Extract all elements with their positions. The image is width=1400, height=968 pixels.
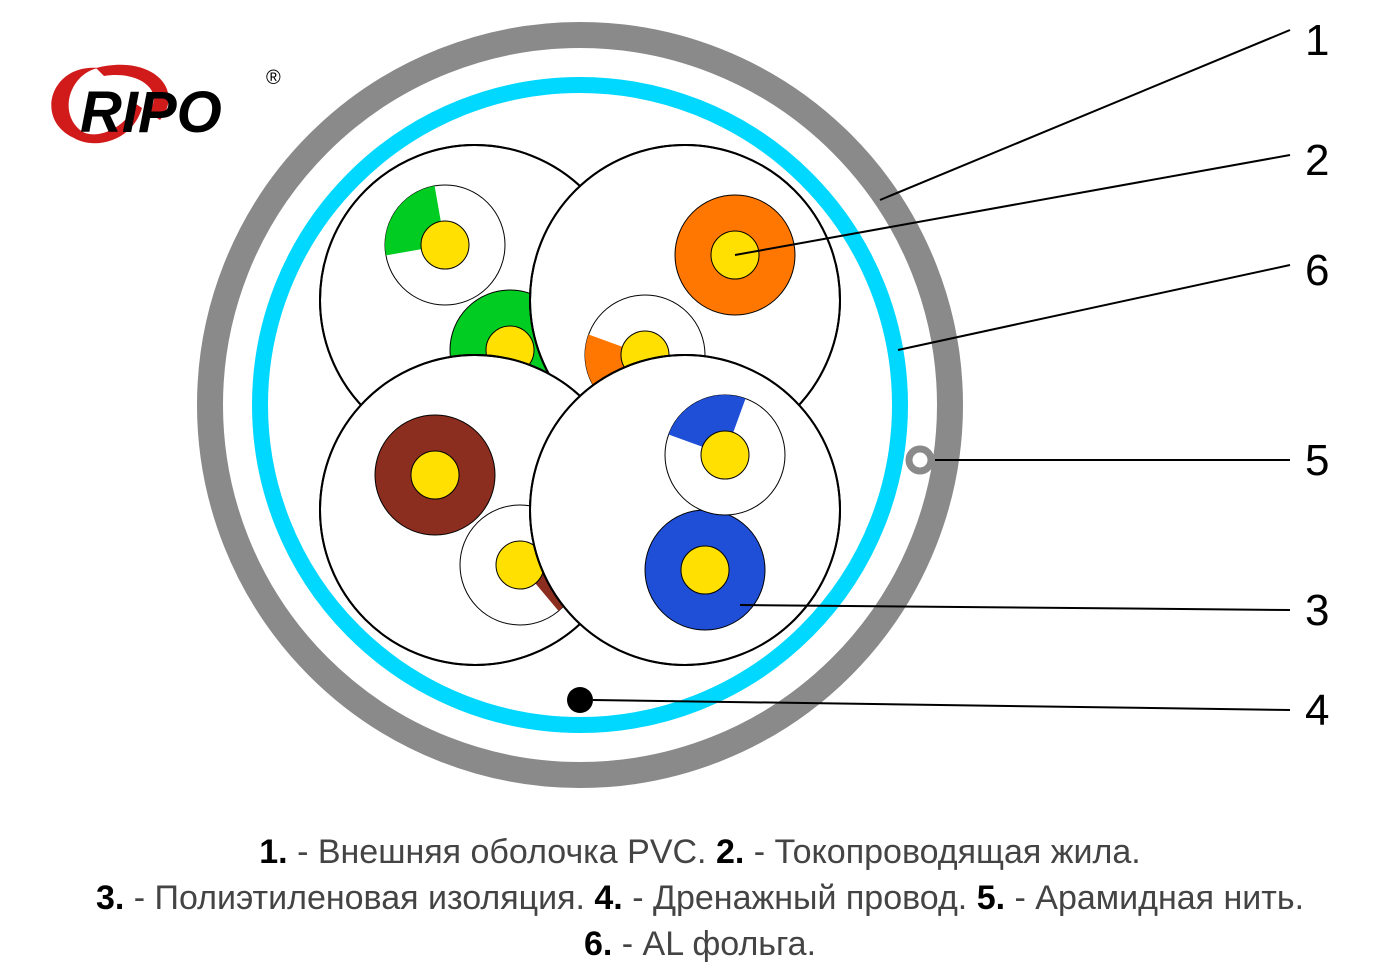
legend-num: 6. [584, 925, 612, 963]
legend-label: - Токопроводящая жила. [744, 833, 1140, 871]
wire-conductor [411, 451, 459, 499]
aramid-thread [909, 449, 931, 471]
legend-num: 4. [594, 879, 622, 917]
legend-label: - Полиэтиленовая изоляция. [124, 879, 594, 917]
callout-line-2 [735, 155, 1290, 255]
logo-registered: ® [266, 67, 281, 89]
legend-label: - Внешняя оболочка PVC. [288, 833, 716, 871]
drain-wire [567, 687, 593, 713]
legend-num: 3. [96, 879, 124, 917]
callout-number-2: 2 [1305, 136, 1329, 185]
legend-num: 5. [977, 879, 1005, 917]
callout-number-5: 5 [1305, 436, 1329, 485]
legend-num: 2. [716, 833, 744, 871]
legend-num: 1. [259, 833, 287, 871]
legend-text: 1. - Внешняя оболочка PVC. 2. - Токопров… [0, 830, 1400, 968]
legend-label: - Арамидная нить. [1005, 879, 1304, 917]
callout-line-1 [880, 30, 1290, 200]
logo-text: RIPO [80, 80, 222, 145]
twisted-pair-4 [530, 355, 840, 665]
callout-line-6 [898, 265, 1290, 350]
callout-number-1: 1 [1305, 16, 1329, 65]
legend-label: - Дренажный провод. [623, 879, 977, 917]
callout-number-4: 4 [1305, 686, 1329, 735]
wire-conductor [701, 431, 749, 479]
callout-number-3: 3 [1305, 586, 1329, 635]
wire-conductor [681, 546, 729, 594]
legend-label: - AL фольга. [612, 925, 816, 963]
callout-number-6: 6 [1305, 246, 1329, 295]
brand-logo: RIPO ® [40, 60, 290, 150]
wire-conductor [421, 221, 469, 269]
